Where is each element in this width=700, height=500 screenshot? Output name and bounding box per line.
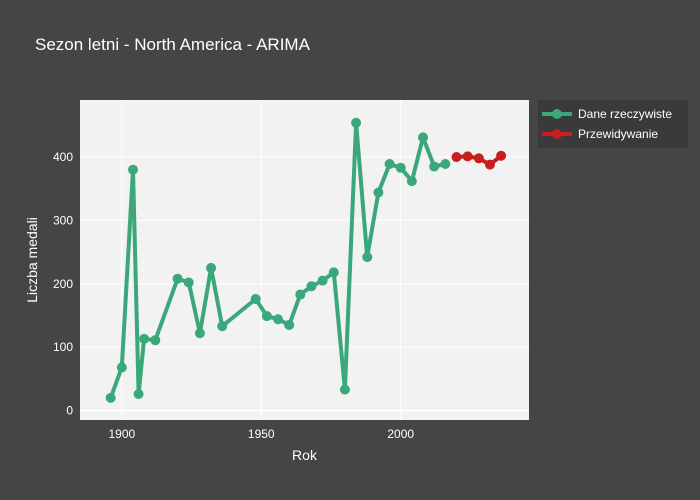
data-point[interactable] [462,151,473,162]
x-axis-label: Rok [292,447,318,463]
data-point[interactable] [406,176,417,187]
data-point[interactable] [127,164,138,175]
data-point[interactable] [351,117,362,128]
data-point[interactable] [250,293,261,304]
data-point[interactable] [440,159,451,169]
legend-swatch-marker [552,129,562,139]
y-axis-label: Liczba medali [24,217,40,303]
data-point[interactable] [317,275,328,286]
y-tick-label: 0 [66,403,73,417]
data-point[interactable] [395,162,406,173]
data-point[interactable] [451,152,462,163]
data-point[interactable] [484,159,495,170]
data-point[interactable] [384,159,395,169]
data-point[interactable] [217,321,228,332]
data-point[interactable] [418,132,429,143]
data-point[interactable] [284,319,295,330]
grid [80,100,529,420]
data-point[interactable] [105,392,116,403]
legend-label[interactable]: Dane rzeczywiste [578,107,672,121]
data-point[interactable] [206,262,217,273]
data-point[interactable] [261,311,272,322]
y-tick-label: 200 [53,277,73,291]
data-point[interactable] [150,335,161,346]
data-point[interactable] [473,153,484,164]
chart-title: Sezon letni - North America - ARIMA [35,35,311,54]
data-point[interactable] [362,252,373,263]
data-point[interactable] [116,362,127,373]
data-point[interactable] [339,384,350,395]
legend[interactable]: Dane rzeczywiste Przewidywanie [538,100,688,148]
x-tick-label: 1900 [108,427,135,441]
x-tick-label: 2000 [387,427,414,441]
data-point[interactable] [133,389,144,400]
legend-box [538,100,688,148]
legend-label[interactable]: Przewidywanie [578,127,658,141]
data-point[interactable] [373,187,384,198]
data-point[interactable] [194,328,205,339]
legend-swatch-marker [552,109,562,119]
data-point[interactable] [496,150,507,161]
axis-ticks: 1900 1950 2000 0 100 200 300 400 [53,150,414,441]
data-point[interactable] [429,161,440,172]
series-points [105,117,507,403]
x-tick-label: 1950 [248,427,275,441]
data-point[interactable] [295,289,306,300]
plot-area [80,100,529,420]
data-point[interactable] [273,314,284,325]
y-tick-label: 400 [53,150,73,164]
y-tick-label: 100 [53,340,73,354]
data-point[interactable] [172,273,183,284]
y-tick-label: 300 [53,213,73,227]
data-point[interactable] [306,281,317,292]
data-point[interactable] [139,333,150,344]
data-point[interactable] [183,277,194,288]
data-point[interactable] [328,267,339,278]
